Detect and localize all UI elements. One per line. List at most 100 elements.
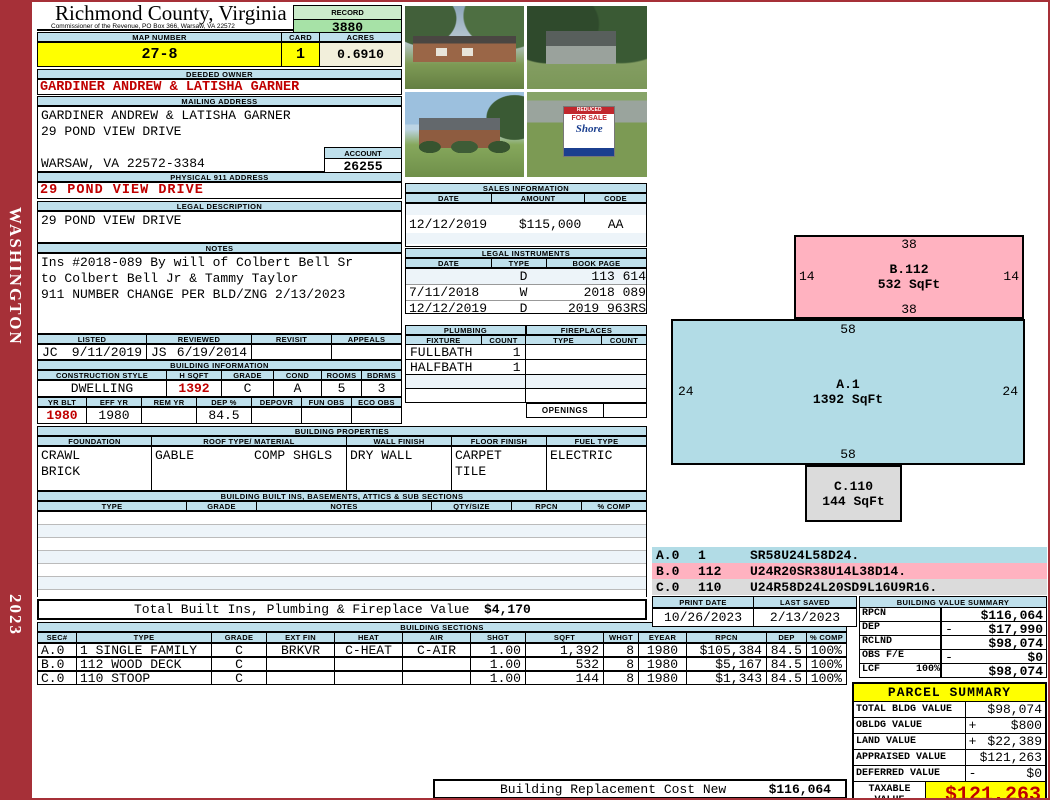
physical-address-value: 29 POND VIEW DRIVE xyxy=(37,182,402,199)
li-type-label: TYPE xyxy=(492,258,547,268)
mailing-address-label: MAILING ADDRESS xyxy=(37,96,402,106)
notes-block: Ins #2018-089 By will of Colbert Bell Sr… xyxy=(37,253,402,334)
built-ins-notes-label: NOTES xyxy=(257,501,432,511)
plumbing-row: HALFBATH 1 xyxy=(405,360,526,375)
total-built-ins-box: Total Built Ins, Plumbing & Fireplace Va… xyxy=(37,599,647,620)
bsec-h-comp: % COMP xyxy=(807,632,847,643)
mailing-line: WARSAW, VA 22572-3384 xyxy=(41,156,205,171)
fireplace-row xyxy=(525,345,647,360)
sales-title: SALES INFORMATION xyxy=(405,183,647,193)
rooms-label: ROOMS xyxy=(322,370,362,380)
sales-body: 12/12/2019 $115,000 AA xyxy=(405,203,647,247)
openings-label: OPENINGS xyxy=(526,403,604,418)
foundation-line: BRICK xyxy=(41,464,81,479)
openings-value xyxy=(604,403,647,418)
account-value: 26255 xyxy=(343,159,383,174)
revisit-value xyxy=(252,344,332,360)
roof-label: ROOF TYPE/ MATERIAL xyxy=(152,436,347,446)
roof-value: GABLE COMP SHGLS xyxy=(152,446,347,491)
reviewed-label: REVIEWED xyxy=(147,334,252,344)
bdrms-value: 3 xyxy=(362,380,402,397)
taxable-value-label: TAXABLE VALUE xyxy=(854,782,926,798)
building-sketch[interactable]: B.112 532 SqFt 38 14 14 38 A.1 1392 SqFt… xyxy=(652,227,1047,539)
listed-by: JC xyxy=(42,344,58,360)
dep-pct-value: 84.5 xyxy=(197,407,252,424)
li-bookpage-label: BOOK PAGE xyxy=(547,258,647,268)
grade-value: C xyxy=(222,380,274,397)
deeded-owner-value: GARDINER ANDREW & LATISHA GARNER xyxy=(37,79,402,95)
photo-window-shape xyxy=(435,47,447,56)
bvs-row: RPCN $116,064 xyxy=(859,608,1047,623)
sale-code: AA xyxy=(607,216,624,232)
notes-line: to Colbert Bell Jr & Tammy Taylor xyxy=(41,271,299,286)
property-photo-front[interactable] xyxy=(405,6,524,89)
county-title-block: Richmond County, Virginia Commissioner o… xyxy=(37,3,293,31)
foundation-label: FOUNDATION xyxy=(37,436,152,446)
listed-value: JC 9/11/2019 xyxy=(37,344,147,360)
dep-pct-label: DEP % xyxy=(197,397,252,407)
notes-line: Ins #2018-089 By will of Colbert Bell Sr xyxy=(41,255,354,270)
mailing-line: 29 POND VIEW DRIVE xyxy=(41,124,182,139)
fuel-type-value: ELECTRIC xyxy=(547,446,647,491)
sketch-section-c: C.110 144 SqFt xyxy=(805,465,902,522)
year-sidebar: WASHINGTON 2023 xyxy=(2,2,32,798)
replacement-cost-box: Building Replacement Cost New $116,064 xyxy=(433,779,847,798)
yrblt-label: YR BLT xyxy=(37,397,87,407)
total-built-ins-value: $4,170 xyxy=(484,602,531,617)
bsec-h-grade: GRADE xyxy=(212,632,267,643)
bsec-h-heat: HEAT xyxy=(335,632,403,643)
bsec-h-shgt: SHGT xyxy=(471,632,526,643)
plumbing-title: PLUMBING xyxy=(405,325,526,335)
taxable-value-amount: $121,263 xyxy=(926,782,1045,798)
building-section-row: B.0 112 WOOD DECK C 1.00 532 8 1980 $5,1… xyxy=(37,657,847,671)
listed-label: LISTED xyxy=(37,334,147,344)
plumb-count-label: COUNT xyxy=(482,335,526,345)
sketch-b-dim-top: 38 xyxy=(901,237,917,252)
sketch-b-sqft: 532 SqFt xyxy=(877,277,941,292)
li-date-label: DATE xyxy=(405,258,492,268)
parcel-row: LAND VALUE + $22,389 xyxy=(854,734,1045,750)
bsec-h-eyear: EYEAR xyxy=(639,632,687,643)
reviewed-value: JS 6/19/2014 xyxy=(147,344,252,360)
sketch-b-id: B.112 xyxy=(889,262,929,277)
sketch-a-sqft: 1392 SqFt xyxy=(812,392,884,407)
hsqft-value: 1392 xyxy=(167,380,222,397)
bsec-h-rpcn: RPCN xyxy=(687,632,767,643)
sketch-section-b: B.112 532 SqFt 38 14 14 38 xyxy=(794,235,1024,319)
sales-code-label: CODE xyxy=(585,193,647,203)
legal-description-value: 29 POND VIEW DRIVE xyxy=(37,211,402,243)
wall-finish-label: WALL FINISH xyxy=(347,436,452,446)
sketch-c-id: C.110 xyxy=(833,478,873,494)
rooms-value: 5 xyxy=(322,380,362,397)
roof-material: COMP SHGLS xyxy=(254,448,333,463)
sketch-b-dim-left: 14 xyxy=(799,269,815,284)
last-saved-value: 2/13/2023 xyxy=(754,608,857,627)
sketch-legend-row-a: A.0 1 SR58U24L58D24. xyxy=(652,547,1047,563)
property-photo-shed[interactable] xyxy=(527,6,647,89)
sale-amount: $115,000 xyxy=(518,216,582,232)
property-photo-side[interactable] xyxy=(405,92,524,177)
fireplaces-title: FIREPLACES xyxy=(526,325,647,335)
acres-value: 0.6910 xyxy=(320,42,402,67)
bvs-row: LCF 100% $98,074 xyxy=(859,664,1047,679)
parcel-row: OBLDG VALUE + $800 xyxy=(854,718,1045,734)
property-photo-sign[interactable]: REDUCED FOR SALE Shore xyxy=(527,92,647,177)
effyr-label: EFF YR xyxy=(87,397,142,407)
photo-shed-shape xyxy=(546,30,616,65)
fuel-type-label: FUEL TYPE xyxy=(547,436,647,446)
sales-row: 12/12/2019 $115,000 AA xyxy=(406,215,646,233)
physical-address-label: PHYSICAL 911 ADDRESS xyxy=(37,172,402,182)
legal-instruments-body: D 113 614 7/11/2018 W 2018 089 12/12/201… xyxy=(405,268,647,316)
sketch-a-id: A.1 xyxy=(836,377,860,392)
effyr-value: 1980 xyxy=(87,407,142,424)
floor-finish-line: TILE xyxy=(455,464,487,479)
sign-for-sale-text: FOR SALE xyxy=(564,113,615,123)
appeals-label: APPEALS xyxy=(332,334,402,344)
sign-brand-text: Shore xyxy=(564,122,615,148)
bsec-h-type: TYPE xyxy=(77,632,212,643)
built-ins-type-label: TYPE xyxy=(37,501,187,511)
roof-type: GABLE xyxy=(155,448,195,463)
sidebar-year-label: 2023 xyxy=(6,594,25,636)
mailing-line: GARDINER ANDREW & LATISHA GARNER xyxy=(41,108,291,123)
